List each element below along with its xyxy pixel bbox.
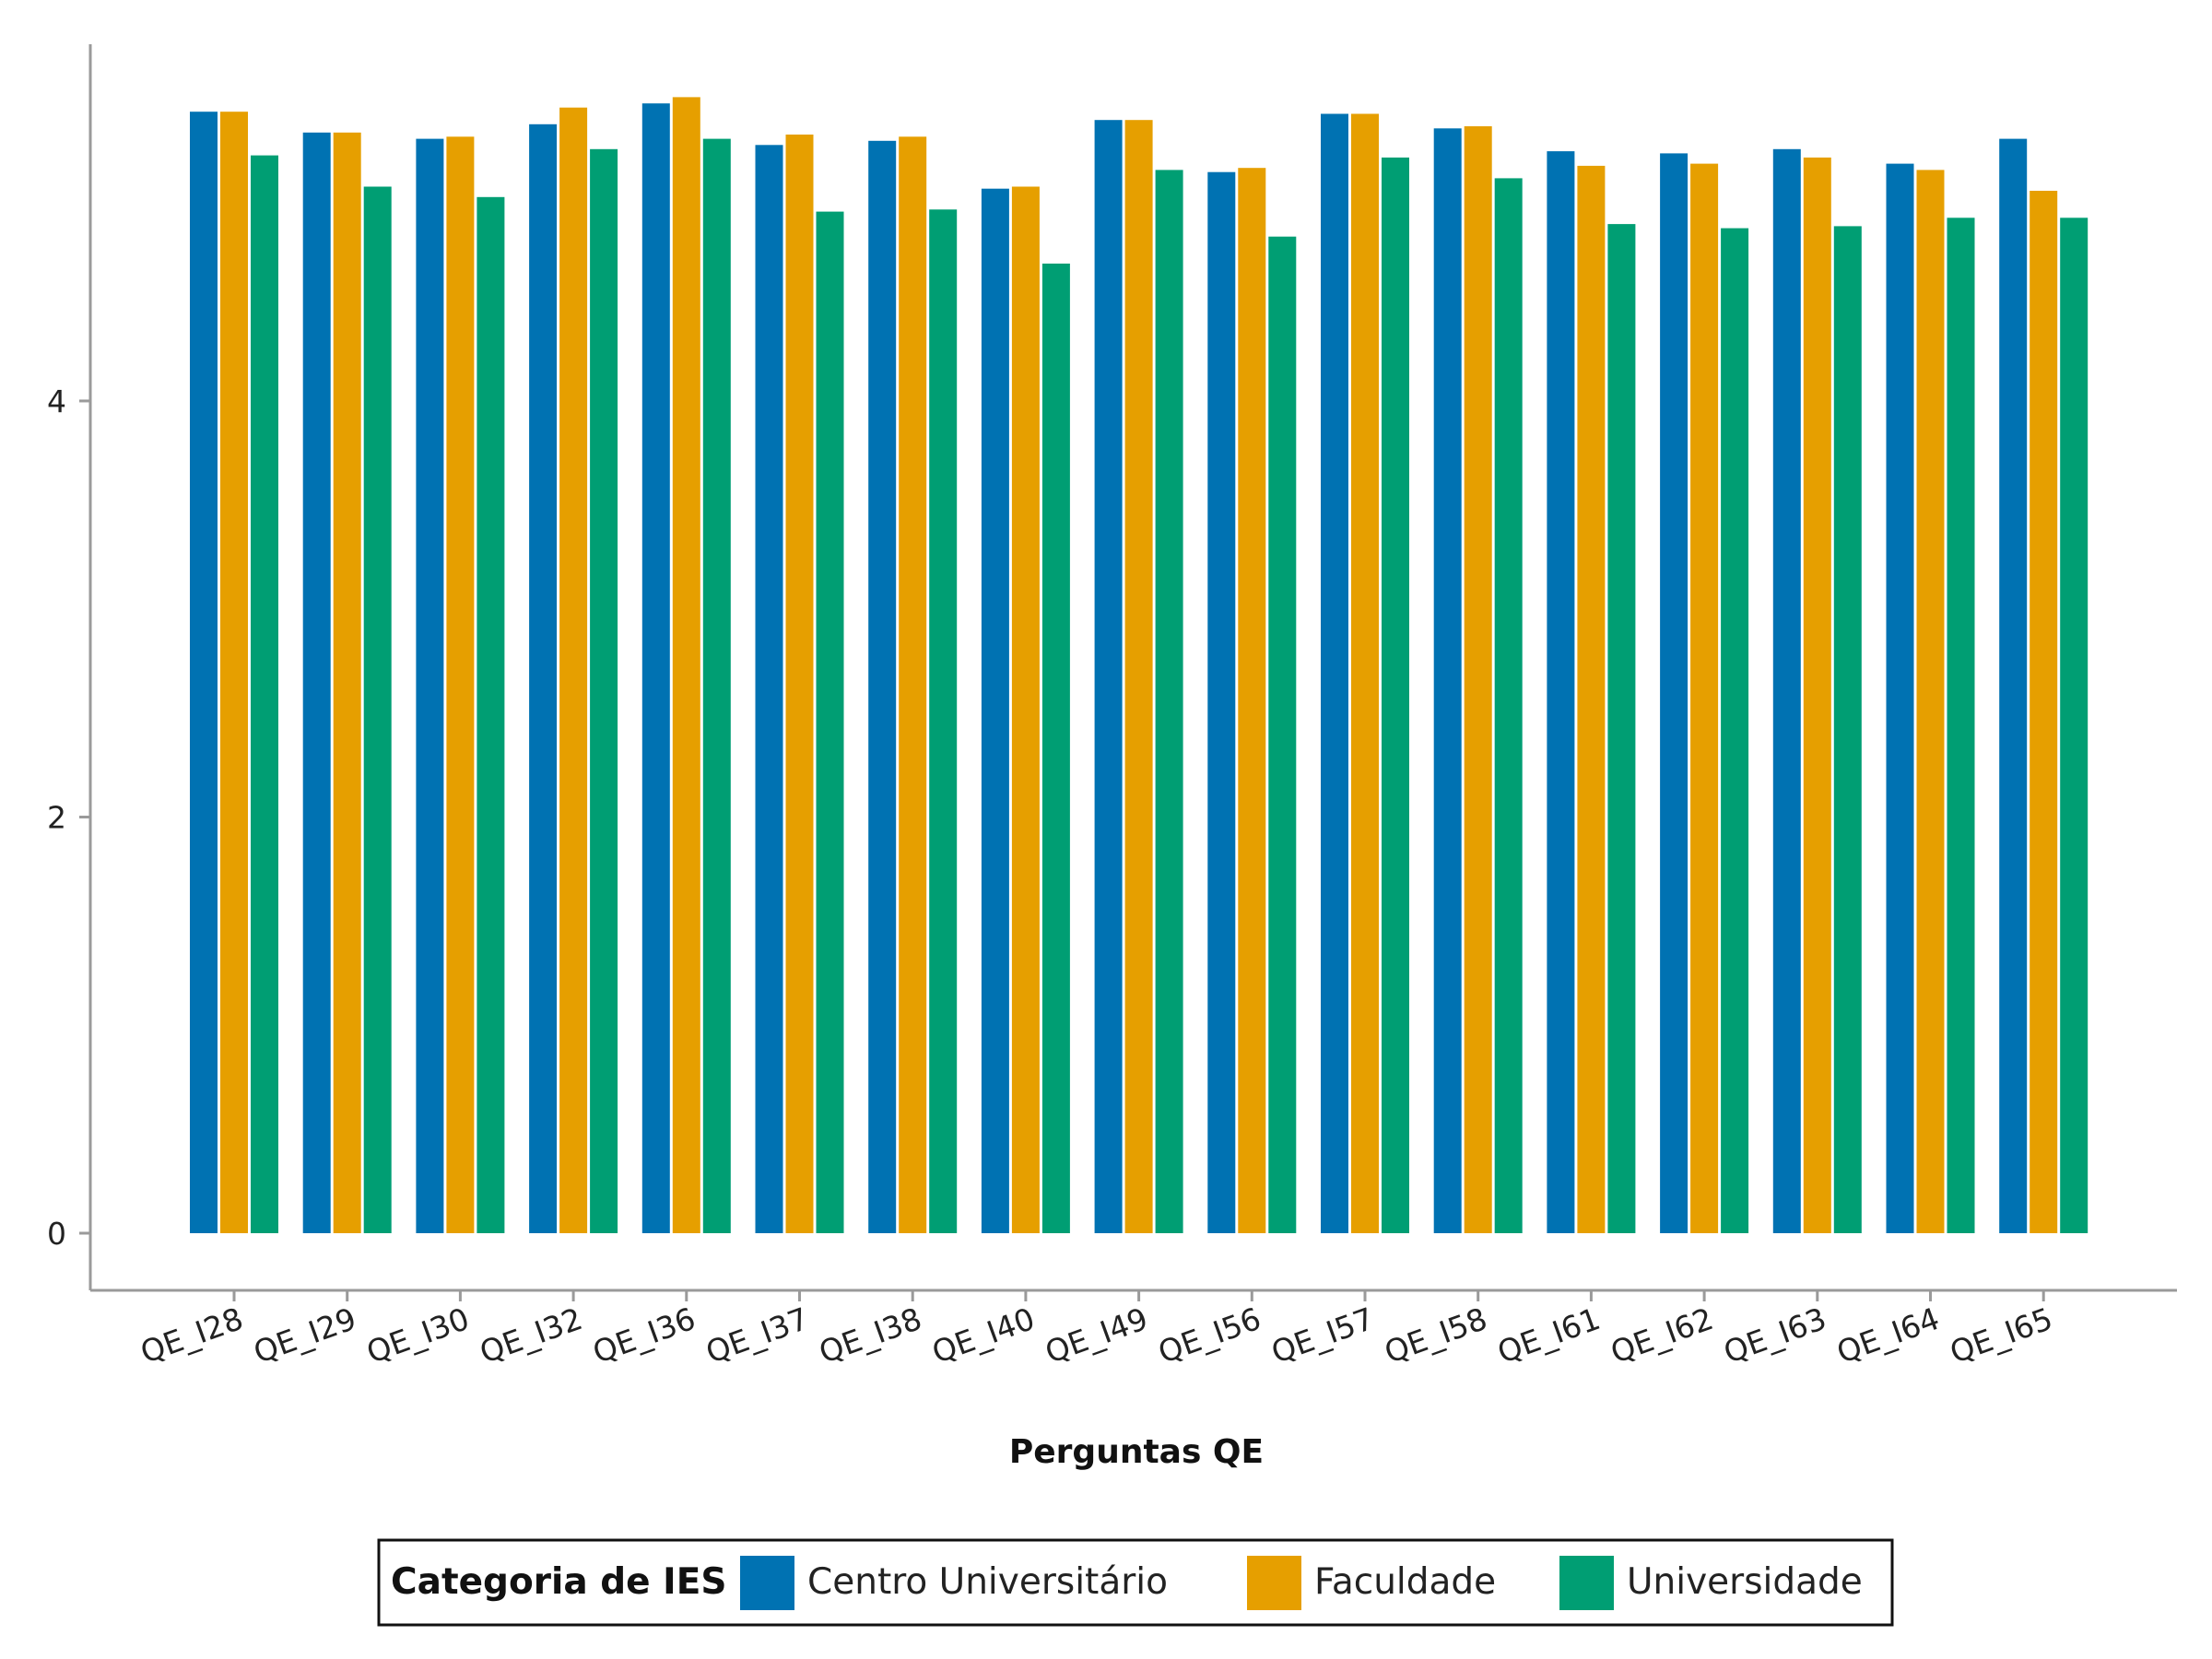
- bar-QE_I63-universidade: [1833, 226, 1862, 1233]
- legend-label: Faculdade: [1314, 1561, 1496, 1603]
- bar-QE_I61-centro-universit-rio: [1547, 151, 1575, 1234]
- bar-QE_I56-centro-universit-rio: [1207, 171, 1236, 1234]
- x-tick-label: QE_I64: [1832, 1300, 1944, 1371]
- bar-QE_I62-centro-universit-rio: [1660, 153, 1688, 1233]
- x-tick-label: QE_I36: [588, 1300, 700, 1371]
- y-axis-ticks: 0 2 4: [47, 383, 90, 1252]
- bar-QE_I65-faculdade: [2030, 191, 2058, 1233]
- x-axis-title: Perguntas QE: [1009, 1433, 1264, 1471]
- legend-title: Categoria de IES: [391, 1561, 726, 1603]
- bar-QE_I62-faculdade: [1690, 163, 1719, 1234]
- x-tick-label: QE_I37: [701, 1300, 813, 1371]
- bar-QE_I32-faculdade: [559, 107, 588, 1234]
- bar-QE_I62-universidade: [1721, 228, 1749, 1234]
- bar-QE_I30-universidade: [477, 196, 505, 1233]
- bar-QE_I58-centro-universit-rio: [1433, 128, 1462, 1233]
- legend-swatch: [740, 1556, 794, 1610]
- bar-QE_I29-centro-universit-rio: [302, 132, 331, 1233]
- legend-box: [377, 1538, 1894, 1627]
- bar-QE_I56-universidade: [1268, 236, 1297, 1234]
- legend-swatch: [1559, 1556, 1614, 1610]
- bar-QE_I57-universidade: [1382, 157, 1409, 1233]
- bar-QE_I64-centro-universit-rio: [1886, 163, 1914, 1234]
- bar-QE_I38-centro-universit-rio: [868, 140, 897, 1233]
- legend-swatch: [1247, 1556, 1301, 1610]
- bar-QE_I32-centro-universit-rio: [529, 124, 558, 1233]
- x-tick-label: QE_I28: [135, 1300, 247, 1371]
- x-tick-label: QE_I40: [927, 1300, 1039, 1371]
- bar-QE_I40-universidade: [1041, 264, 1070, 1233]
- x-tick-label: QE_I32: [475, 1300, 586, 1371]
- bar-QE_I61-faculdade: [1577, 165, 1606, 1233]
- bar-QE_I63-centro-universit-rio: [1772, 148, 1801, 1233]
- x-axis-ticks: QE_I28 QE_I29 QE_I30 QE_I32 QE_I36 QE_I37 QE_I…: [135, 1290, 2057, 1371]
- x-tick-label: QE_I58: [1380, 1300, 1491, 1371]
- x-tick-label: QE_I61: [1493, 1300, 1605, 1371]
- bar-QE_I30-faculdade: [446, 136, 475, 1233]
- x-tick-label: QE_I49: [1041, 1300, 1152, 1371]
- bar-QE_I36-faculdade: [672, 97, 700, 1233]
- bar-QE_I32-universidade: [590, 148, 618, 1233]
- bar-QE_I65-centro-universit-rio: [1999, 138, 2028, 1234]
- bar-QE_I64-universidade: [1947, 218, 1975, 1233]
- bar-QE_I28-faculdade: [220, 112, 248, 1234]
- x-tick-label: QE_I30: [362, 1300, 474, 1371]
- bar-QE_I49-universidade: [1155, 170, 1183, 1233]
- bar-QE_I38-universidade: [929, 209, 958, 1233]
- bar-QE_I38-faculdade: [899, 136, 927, 1233]
- x-tick-label: QE_I38: [814, 1300, 925, 1371]
- bar-QE_I49-faculdade: [1124, 120, 1153, 1234]
- bar-QE_I37-centro-universit-rio: [755, 145, 783, 1233]
- x-tick-label: QE_I56: [1154, 1300, 1265, 1371]
- y-tick-label: 2: [47, 800, 66, 836]
- bar-QE_I28-universidade: [251, 155, 278, 1234]
- bar-QE_I37-universidade: [816, 211, 844, 1234]
- x-tick-label: QE_I29: [249, 1300, 360, 1371]
- bar-QE_I63-faculdade: [1803, 157, 1831, 1233]
- x-tick-label: QE_I65: [1945, 1300, 2056, 1371]
- bars-group: [190, 97, 2088, 1234]
- bar-QE_I49-centro-universit-rio: [1094, 120, 1123, 1234]
- bar-QE_I64-faculdade: [1916, 170, 1945, 1233]
- bar-QE_I28-centro-universit-rio: [190, 112, 218, 1234]
- bar-QE_I29-faculdade: [333, 132, 361, 1233]
- bar-QE_I65-universidade: [2060, 218, 2088, 1233]
- legend-label: Centro Universitário: [807, 1561, 1168, 1603]
- y-tick-label: 4: [47, 383, 66, 419]
- bar-QE_I36-universidade: [702, 138, 731, 1234]
- bar-QE_I36-centro-universit-rio: [641, 103, 670, 1234]
- legend-label: Universidade: [1627, 1561, 1863, 1603]
- bar-QE_I37-faculdade: [785, 135, 814, 1233]
- bar-QE_I57-centro-universit-rio: [1321, 113, 1348, 1233]
- bar-QE_I58-faculdade: [1464, 126, 1492, 1233]
- legend: Categoria de IES Centro Universitário Fac…: [377, 1538, 1894, 1627]
- y-tick-label: 0: [47, 1216, 66, 1252]
- bar-QE_I58-universidade: [1494, 178, 1523, 1233]
- x-tick-label: QE_I63: [1719, 1300, 1830, 1371]
- bar-QE_I30-centro-universit-rio: [416, 138, 444, 1234]
- bar-QE_I61-universidade: [1607, 224, 1636, 1234]
- bar-QE_I56-faculdade: [1238, 168, 1266, 1234]
- bar-QE_I40-faculdade: [1011, 186, 1040, 1233]
- x-tick-label: QE_I62: [1606, 1300, 1717, 1371]
- bar-QE_I29-universidade: [363, 186, 392, 1233]
- bar-QE_I57-faculdade: [1351, 113, 1379, 1233]
- bar-QE_I40-centro-universit-rio: [981, 188, 1009, 1234]
- x-tick-label: QE_I57: [1266, 1300, 1378, 1371]
